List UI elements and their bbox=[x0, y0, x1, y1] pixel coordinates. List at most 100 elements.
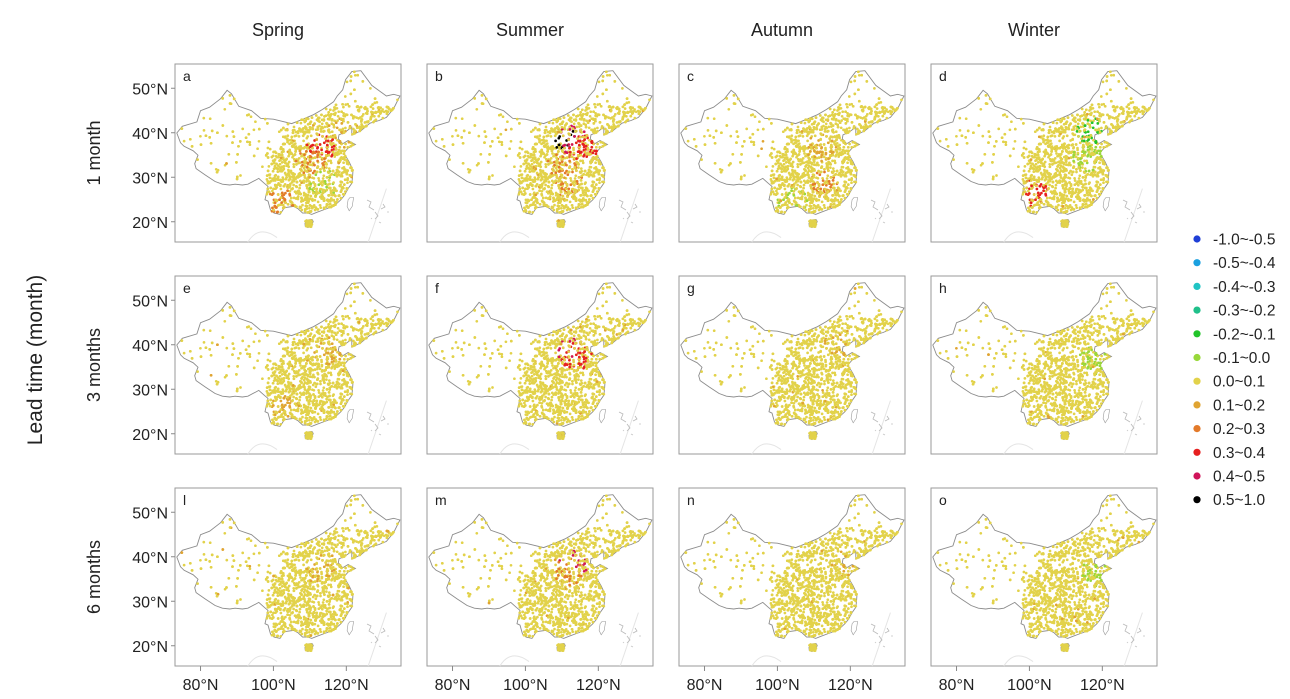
y-axis-ticks: 50°N 40°N 30°N 20°N bbox=[132, 293, 175, 444]
panel-letter-e: e bbox=[183, 280, 191, 296]
map-panel-g: g bbox=[678, 275, 906, 455]
y-tick-label: 20°N bbox=[132, 215, 168, 232]
panel-letter-b: b bbox=[435, 68, 443, 84]
column-titles: Spring Summer Autumn Winter bbox=[252, 20, 1060, 40]
y-tick-label: 30°N bbox=[132, 170, 168, 187]
y-tick-label: 50°N bbox=[132, 505, 168, 522]
y-tick-label: 30°N bbox=[132, 382, 168, 399]
column-title-summer: Summer bbox=[496, 20, 564, 40]
x-tick-label: 120°N bbox=[324, 677, 369, 694]
taiwan-island bbox=[1102, 621, 1110, 636]
legend-label: -1.0~-0.5 bbox=[1213, 232, 1275, 249]
station-points bbox=[432, 70, 651, 228]
x-tick-label: 100°N bbox=[1007, 677, 1052, 694]
south-china-sea-inset bbox=[618, 199, 641, 224]
x-axis-2: 80°N 100°N 120°N bbox=[687, 666, 873, 694]
column-title-autumn: Autumn bbox=[751, 20, 813, 40]
map-panel-f: f bbox=[426, 275, 654, 455]
legend-swatch bbox=[1193, 259, 1201, 267]
station-points bbox=[180, 494, 399, 652]
legend-swatch bbox=[1193, 353, 1201, 362]
taiwan-island bbox=[598, 621, 606, 636]
station-points bbox=[684, 70, 903, 228]
panel-letter-d: d bbox=[939, 68, 947, 84]
row-title-1-month: 1 month bbox=[84, 120, 104, 185]
panel-letter-h: h bbox=[939, 280, 947, 296]
panel-letter-a: a bbox=[183, 68, 191, 84]
panel-letter-f: f bbox=[435, 280, 439, 296]
legend-item: -0.2~-0.1 bbox=[1193, 326, 1275, 343]
legend-item: 0.2~0.3 bbox=[1193, 421, 1265, 438]
row-title-3-months: 3 months bbox=[84, 328, 104, 402]
map-panel-b: b bbox=[426, 63, 654, 243]
station-points bbox=[180, 282, 399, 440]
x-tick-label: 120°N bbox=[828, 677, 873, 694]
station-points bbox=[684, 282, 903, 440]
station-points bbox=[936, 494, 1155, 652]
south-china-sea-inset bbox=[618, 411, 641, 436]
station-points bbox=[432, 494, 651, 652]
taiwan-island bbox=[1102, 409, 1110, 424]
taiwan-island bbox=[346, 621, 354, 636]
y-tick-label: 20°N bbox=[132, 427, 168, 444]
taiwan-island bbox=[598, 197, 606, 212]
legend-label: -0.1~0.0 bbox=[1213, 350, 1271, 367]
station-points bbox=[432, 282, 651, 440]
legend-swatch bbox=[1193, 306, 1201, 314]
panel-letter-n: n bbox=[687, 492, 695, 508]
legend-label: 0.4~0.5 bbox=[1213, 469, 1265, 486]
map-panels: a 50°N 40°N 30°N 20°N b c d e 50°N 40°N 30°N 20°N f g h… bbox=[132, 63, 1158, 667]
panel-letter-o: o bbox=[939, 492, 947, 508]
south-china-sea-inset bbox=[366, 411, 389, 436]
x-axis-3: 80°N 100°N 120°N bbox=[939, 666, 1125, 694]
y-tick-label: 40°N bbox=[132, 550, 168, 567]
legend-label: 0.1~0.2 bbox=[1213, 397, 1265, 414]
south-china-sea-inset bbox=[1122, 411, 1145, 436]
legend-swatch bbox=[1193, 496, 1201, 504]
legend-swatch bbox=[1193, 282, 1201, 290]
legend-item: 0.5~1.0 bbox=[1193, 492, 1266, 509]
map-panel-a: a 50°N 40°N 30°N 20°N bbox=[132, 63, 402, 243]
legend-swatch bbox=[1193, 235, 1201, 243]
legend-swatch bbox=[1193, 448, 1201, 456]
x-tick-label: 80°N bbox=[687, 677, 723, 694]
legend-item: -0.5~-0.4 bbox=[1193, 255, 1276, 272]
map-panel-n: n bbox=[678, 487, 906, 667]
column-title-winter: Winter bbox=[1008, 20, 1060, 40]
legend-label: 0.5~1.0 bbox=[1213, 492, 1266, 509]
x-tick-label: 80°N bbox=[939, 677, 975, 694]
legend-label: -0.4~-0.3 bbox=[1213, 279, 1275, 296]
station-points bbox=[684, 494, 903, 652]
row-title-6-months: 6 months bbox=[84, 540, 104, 614]
legend-swatch bbox=[1193, 425, 1201, 433]
panel-letter-m: m bbox=[435, 492, 447, 508]
legend-swatch bbox=[1193, 472, 1201, 480]
south-china-sea-inset bbox=[1122, 199, 1145, 224]
map-panel-h: h bbox=[930, 275, 1158, 455]
legend-item: -0.4~-0.3 bbox=[1193, 279, 1275, 296]
x-tick-label: 100°N bbox=[755, 677, 800, 694]
panel-letter-l: l bbox=[183, 492, 186, 508]
x-tick-label: 120°N bbox=[1080, 677, 1125, 694]
south-china-sea-inset bbox=[366, 199, 389, 224]
panel-letter-g: g bbox=[687, 280, 695, 296]
station-points bbox=[936, 70, 1155, 228]
legend-label: 0.2~0.3 bbox=[1213, 421, 1265, 438]
south-china-sea-inset bbox=[870, 411, 893, 436]
x-tick-label: 100°N bbox=[251, 677, 296, 694]
y-tick-label: 30°N bbox=[132, 594, 168, 611]
y-axis-title: Lead time (month) bbox=[24, 275, 47, 445]
legend-label: 0.0~0.1 bbox=[1213, 374, 1265, 391]
legend: -1.0~-0.5 -0.5~-0.4 -0.4~-0.3 -0.3~-0.2 -0.2… bbox=[1193, 232, 1276, 509]
legend-label: 0.3~0.4 bbox=[1213, 445, 1266, 462]
legend-item: 0.4~0.5 bbox=[1193, 469, 1265, 486]
y-axis-ticks: 50°N 40°N 30°N 20°N bbox=[132, 81, 175, 232]
map-panel-c: c bbox=[678, 63, 906, 243]
legend-item: 0.0~0.1 bbox=[1193, 374, 1265, 391]
row-titles: 1 month 3 months 6 months bbox=[84, 120, 104, 614]
taiwan-island bbox=[1102, 197, 1110, 212]
south-china-sea-inset bbox=[366, 623, 389, 648]
x-tick-label: 100°N bbox=[503, 677, 548, 694]
taiwan-island bbox=[346, 197, 354, 212]
